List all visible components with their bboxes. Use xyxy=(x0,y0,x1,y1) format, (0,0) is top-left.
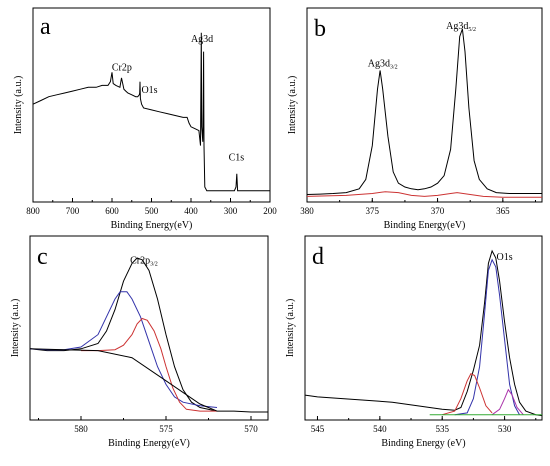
annotation-a-1: O1s xyxy=(141,85,157,96)
series-line-d-3 xyxy=(491,388,524,416)
y-axis-label-c: Intensity (a.u.) xyxy=(10,299,21,358)
panel-letter-b: b xyxy=(314,16,326,42)
series-line-d-2 xyxy=(442,373,493,416)
plot-frame-d xyxy=(304,235,543,421)
x-axis-label-d: Binding Energy (eV) xyxy=(381,438,465,449)
plot-frame-c xyxy=(29,235,269,421)
x-tick-label-c-0: 580 xyxy=(74,424,88,434)
x-axis-label-c: Binding Energy(eV) xyxy=(108,438,190,449)
plot-frame-a xyxy=(32,7,271,203)
annotation-d-0: O1s xyxy=(497,252,513,263)
x-tick-label-d-3: 530 xyxy=(498,424,512,434)
x-tick-label-d-1: 540 xyxy=(373,424,387,434)
panel-letter-a: a xyxy=(40,14,51,40)
y-axis-label-b: Intensity (a.u.) xyxy=(287,76,298,135)
annotation-c-0: Cr2p3/2 xyxy=(130,255,158,267)
panel-d: 545 540 535 530 Binding Energy (eV) Intensity… xyxy=(285,235,543,449)
panel-a: 800 700 600 500 400 300 200 Binding Energy(eV) I… xyxy=(13,7,277,231)
series-line-d-0 xyxy=(304,249,543,417)
x-tick-label-a-5: 300 xyxy=(224,206,238,216)
x-tick-label-d-2: 535 xyxy=(435,424,449,434)
plot-frame-b xyxy=(306,7,543,203)
annotation-b-0: Ag3d3/2 xyxy=(368,59,398,71)
series-line-c-2 xyxy=(81,317,217,412)
x-tick-label-a-2: 600 xyxy=(105,206,119,216)
x-tick-label-b-0: 380 xyxy=(300,206,314,216)
x-tick-label-a-3: 500 xyxy=(145,206,159,216)
annotation-a-0: Cr2p xyxy=(112,62,132,73)
y-axis-label-a: Intensity (a.u.) xyxy=(13,76,24,135)
panel-c: 580 575 570 Binding Energy(eV) Intensity (a.… xyxy=(10,235,269,449)
x-tick-label-b-1: 375 xyxy=(366,206,380,216)
y-axis-label-d: Intensity (a.u.) xyxy=(285,299,296,358)
x-tick-label-a-6: 200 xyxy=(263,206,277,216)
x-tick-label-a-1: 700 xyxy=(66,206,80,216)
annotation-a-2: Ag3d xyxy=(191,34,213,45)
x-axis-label-b: Binding Energy(eV) xyxy=(384,220,466,231)
x-tick-label-d-0: 545 xyxy=(311,424,325,434)
x-tick-label-b-2: 370 xyxy=(431,206,445,216)
x-axis-label-a: Binding Energy(eV) xyxy=(111,220,193,231)
x-tick-label-a-4: 400 xyxy=(184,206,198,216)
x-tick-label-c-1: 575 xyxy=(159,424,173,434)
panel-b: 380 375 370 365 Binding Energy(eV) Intensity … xyxy=(287,7,543,231)
series-line-c-1 xyxy=(29,291,218,408)
x-tick-label-c-2: 570 xyxy=(244,424,258,434)
panel-letter-c: c xyxy=(37,244,48,270)
series-line-c-0 xyxy=(29,257,268,413)
series-line-a-0 xyxy=(32,32,270,192)
x-tick-label-a-0: 800 xyxy=(26,206,40,216)
annotation-b-1: Ag3d5/2 xyxy=(446,21,476,33)
series-line-b-1 xyxy=(306,191,542,198)
panel-letter-d: d xyxy=(312,244,324,270)
annotation-a-3: C1s xyxy=(229,153,245,164)
series-line-b-0 xyxy=(306,28,542,195)
x-tick-label-b-3: 365 xyxy=(496,206,510,216)
series-line-c-3 xyxy=(29,348,218,412)
series-line-d-1 xyxy=(454,258,520,416)
